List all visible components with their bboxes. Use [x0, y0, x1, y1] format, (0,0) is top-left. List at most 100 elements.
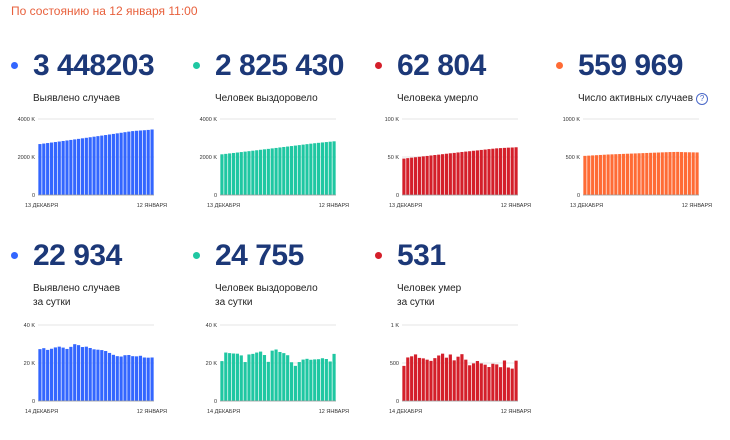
bar [297, 145, 301, 195]
bar [150, 357, 154, 401]
bar [456, 356, 460, 401]
bar [676, 151, 680, 195]
stat-caption: Выявлено случаев [33, 93, 121, 104]
bar [266, 361, 270, 401]
bar [42, 348, 46, 401]
bar [61, 347, 65, 401]
bar [683, 152, 688, 195]
bar [437, 355, 441, 401]
bar [220, 154, 224, 195]
bar [142, 357, 146, 401]
bar [243, 151, 247, 195]
bar [266, 148, 270, 195]
bullet-icon [556, 62, 563, 69]
bar [441, 154, 445, 195]
bar [73, 344, 77, 401]
bar [510, 368, 514, 401]
bar [622, 153, 626, 195]
bar [448, 354, 452, 401]
bar [324, 142, 328, 195]
bar [514, 147, 518, 195]
y-tick-label: 4000 K [18, 117, 36, 123]
bar [104, 351, 108, 401]
bar [649, 152, 653, 195]
y-tick-label: 40 K [206, 323, 218, 329]
bar [487, 149, 491, 195]
bar [239, 355, 243, 401]
x-tick-label: 12 ЯНВАРЯ [137, 203, 167, 209]
bar [228, 153, 232, 195]
question-circle-icon[interactable]: ? [696, 93, 709, 105]
x-tick-label: 13 ДЕКАБРЯ [570, 203, 603, 209]
bar [317, 359, 321, 401]
x-tick-label: 13 ДЕКАБРЯ [207, 203, 240, 209]
x-tick-label: 12 ЯНВАРЯ [319, 203, 349, 209]
bar [421, 358, 425, 401]
bar [672, 151, 676, 195]
bar [479, 363, 483, 401]
bar [328, 141, 332, 195]
bar [406, 158, 410, 195]
bar [73, 139, 77, 195]
bar [502, 360, 507, 401]
chart-daily-recovered: 0 20 K 40 K 14 ДЕКАБРЯ 12 ЯНВАРЯ [206, 323, 349, 415]
bar [84, 346, 88, 401]
bar [278, 147, 282, 195]
bar [421, 156, 425, 195]
y-tick-label: 50 K [388, 155, 400, 161]
stat-value: 531 [397, 239, 446, 272]
bar [235, 152, 239, 195]
bar [92, 136, 96, 195]
stat-card-active: 559 969 Число активных случаев? 0 500 K 10… [556, 49, 726, 224]
y-tick-label: 1000 K [563, 117, 581, 123]
bar [506, 367, 510, 401]
bar [629, 153, 633, 195]
y-tick-label: 2000 K [18, 155, 36, 161]
bar [429, 360, 433, 401]
bar [425, 155, 429, 195]
stat-caption: Человека умерло [397, 93, 479, 104]
bar [138, 130, 143, 195]
bar [680, 152, 684, 195]
bar [38, 144, 42, 195]
bar [53, 142, 57, 195]
bar [138, 355, 143, 401]
y-tick-label: 40 K [24, 323, 36, 329]
bar [107, 352, 112, 401]
bar [332, 141, 336, 195]
bar [633, 153, 637, 195]
y-tick-label: 2000 K [200, 155, 218, 161]
bar [119, 132, 123, 195]
stat-caption: Число активных случаев? [578, 92, 709, 106]
bar [510, 147, 514, 195]
x-tick-label: 14 ДЕКАБРЯ [389, 409, 422, 415]
stat-card-daily-cases: 22 934 Выявлено случаев за сутки 0 20 K 40 … [11, 239, 181, 434]
bar [231, 353, 236, 401]
bar [468, 365, 472, 401]
bar [479, 149, 483, 195]
x-tick-label: 13 ДЕКАБРЯ [25, 203, 58, 209]
bar [317, 142, 321, 195]
bar [127, 355, 131, 401]
chart-daily-deaths: 0 500 1 K 14 ДЕКАБРЯ 12 ЯНВАРЯ [389, 323, 531, 415]
bar [278, 351, 282, 401]
bar [610, 154, 614, 195]
bar [100, 135, 104, 195]
bar [42, 143, 46, 195]
bar [247, 354, 251, 401]
bar [320, 358, 325, 401]
bar [464, 359, 468, 401]
chart-cumulative-cases: 0 2000 K 4000 K 13 ДЕКАБРЯ 12 ЯНВАРЯ [18, 117, 167, 209]
bar [251, 353, 255, 401]
bar [96, 349, 100, 401]
bar [668, 152, 672, 195]
bar [127, 131, 131, 195]
bar [231, 152, 236, 195]
stat-card-deaths: 62 804 Человека умерло 0 50 K 100 K 13 ДЕКА… [375, 49, 545, 224]
stat-card-daily-deaths: 531 Человек умер за сутки 0 500 1 K 14 ДЕКАБ… [375, 239, 545, 434]
bar [483, 149, 487, 195]
bar [119, 356, 123, 401]
bar [131, 131, 135, 195]
stat-card-recovered: 2 825 430 Человек выздоровело 0 2000 K 400… [193, 49, 363, 224]
bar [687, 152, 691, 195]
